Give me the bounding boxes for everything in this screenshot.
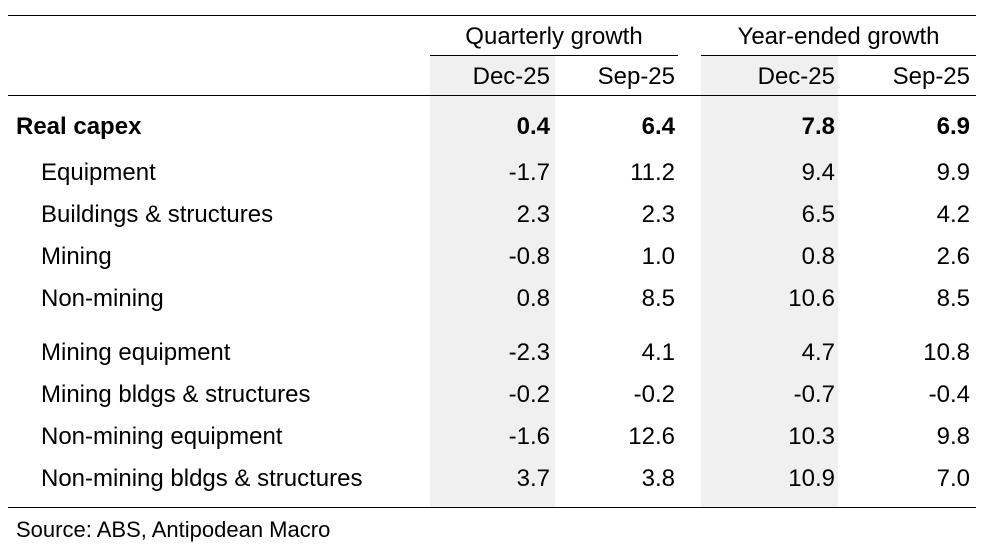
column-header: Dec-25: [472, 63, 550, 90]
cell-value: 8.5: [641, 285, 675, 312]
cell-value: 4.2: [936, 201, 970, 228]
cell-value: -0.4: [928, 381, 970, 408]
cell-value: 0.8: [801, 243, 835, 270]
row-label: Mining equipment: [41, 339, 231, 366]
cell-value: 9.9: [936, 159, 970, 186]
row-label: Real capex: [16, 113, 142, 140]
cell-value: 8.5: [936, 285, 970, 312]
cell-value: 3.8: [641, 465, 675, 492]
cell-value: -0.2: [633, 381, 675, 408]
cell-value: 7.0: [936, 465, 970, 492]
column-header: Dec-25: [757, 63, 835, 90]
source-note: Source: ABS, Antipodean Macro: [16, 517, 331, 542]
cell-value: 7.8: [801, 113, 835, 140]
group-rule: [430, 55, 678, 56]
cell-value: -1.6: [508, 423, 550, 450]
row-label: Mining bldgs & structures: [41, 381, 311, 408]
cell-value: 6.4: [641, 113, 675, 140]
cell-value: 4.7: [801, 339, 835, 366]
cell-value: 0.8: [516, 285, 550, 312]
cell-value: 2.3: [641, 201, 675, 228]
cell-value: -0.7: [793, 381, 835, 408]
cell-value: 12.6: [628, 423, 675, 450]
row-label: Mining: [41, 243, 112, 270]
cell-value: -2.3: [508, 339, 550, 366]
cell-value: 6.9: [936, 113, 970, 140]
shade-column: [701, 56, 838, 507]
cell-value: -0.8: [508, 243, 550, 270]
cell-value: -1.7: [508, 159, 550, 186]
header-rule: [8, 95, 976, 96]
cell-value: 3.7: [516, 465, 550, 492]
cell-value: 11.2: [630, 159, 675, 186]
cell-value: 0.4: [516, 113, 550, 140]
row-label: Non-mining equipment: [41, 423, 283, 450]
shade-column: [430, 56, 555, 507]
cell-value: 9.8: [936, 423, 970, 450]
group-header: Year-ended growth: [737, 23, 940, 50]
bottom-rule: [8, 507, 976, 508]
row-label: Equipment: [41, 159, 156, 186]
top-rule: [8, 15, 976, 16]
cell-value: -0.2: [508, 381, 550, 408]
cell-value: 2.3: [516, 201, 550, 228]
cell-value: 4.1: [641, 339, 675, 366]
group-header: Quarterly growth: [465, 23, 643, 50]
cell-value: 10.3: [788, 423, 835, 450]
row-label: Buildings & structures: [41, 201, 274, 228]
row-label: Non-mining: [41, 285, 164, 312]
cell-value: 1.0: [641, 243, 675, 270]
cell-value: 10.9: [788, 465, 835, 492]
group-rule: [701, 55, 976, 56]
cell-value: 2.6: [936, 243, 970, 270]
column-header: Sep-25: [892, 63, 970, 90]
column-header: Sep-25: [597, 63, 675, 90]
cell-value: 9.4: [801, 159, 835, 186]
row-label: Non-mining bldgs & structures: [41, 465, 363, 492]
cell-value: 10.6: [788, 285, 835, 312]
cell-value: 10.8: [923, 339, 970, 366]
cell-value: 6.5: [801, 201, 835, 228]
